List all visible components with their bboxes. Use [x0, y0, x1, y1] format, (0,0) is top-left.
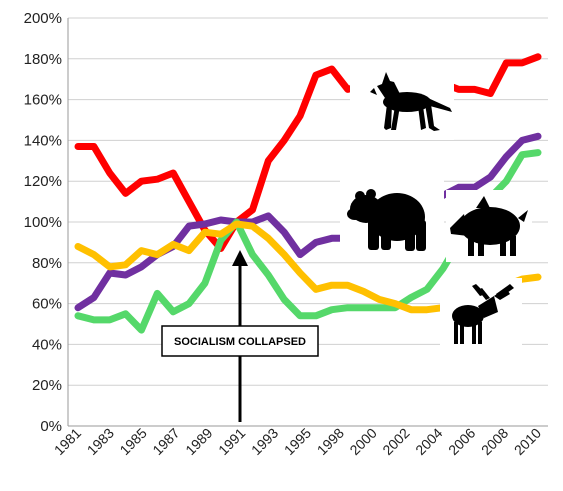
y-tick-label: 200% [24, 10, 62, 27]
y-tick-label: 20% [32, 377, 62, 394]
annotation-socialism-collapsed: SOCIALISM COLLAPSED [161, 250, 319, 422]
annotation-arrow-head [232, 250, 248, 266]
annotation-text: SOCIALISM COLLAPSED [174, 336, 306, 348]
y-tick-label: 80% [32, 255, 62, 272]
series-line-wolf [74, 53, 542, 252]
y-tick-label: 160% [24, 92, 62, 109]
y-tick-label: 60% [32, 296, 62, 313]
boar-silhouette-icon [450, 196, 528, 256]
annotation-box [161, 325, 319, 357]
bear-silhouette-icon [347, 189, 426, 251]
y-tick-label: 0% [40, 418, 62, 435]
y-tick-label: 100% [24, 214, 62, 231]
moose-silhouette-icon [452, 284, 514, 344]
y-tick-label: 40% [32, 336, 62, 353]
y-tick-label: 180% [24, 51, 62, 68]
wolf-silhouette-icon [370, 72, 452, 131]
y-tick-label: 140% [24, 132, 62, 149]
y-axis-ticks: 0% 20% 40% 60% 80% 100% 120% 140% 160% 180% 200% [24, 10, 62, 435]
y-tick-label: 120% [24, 173, 62, 190]
